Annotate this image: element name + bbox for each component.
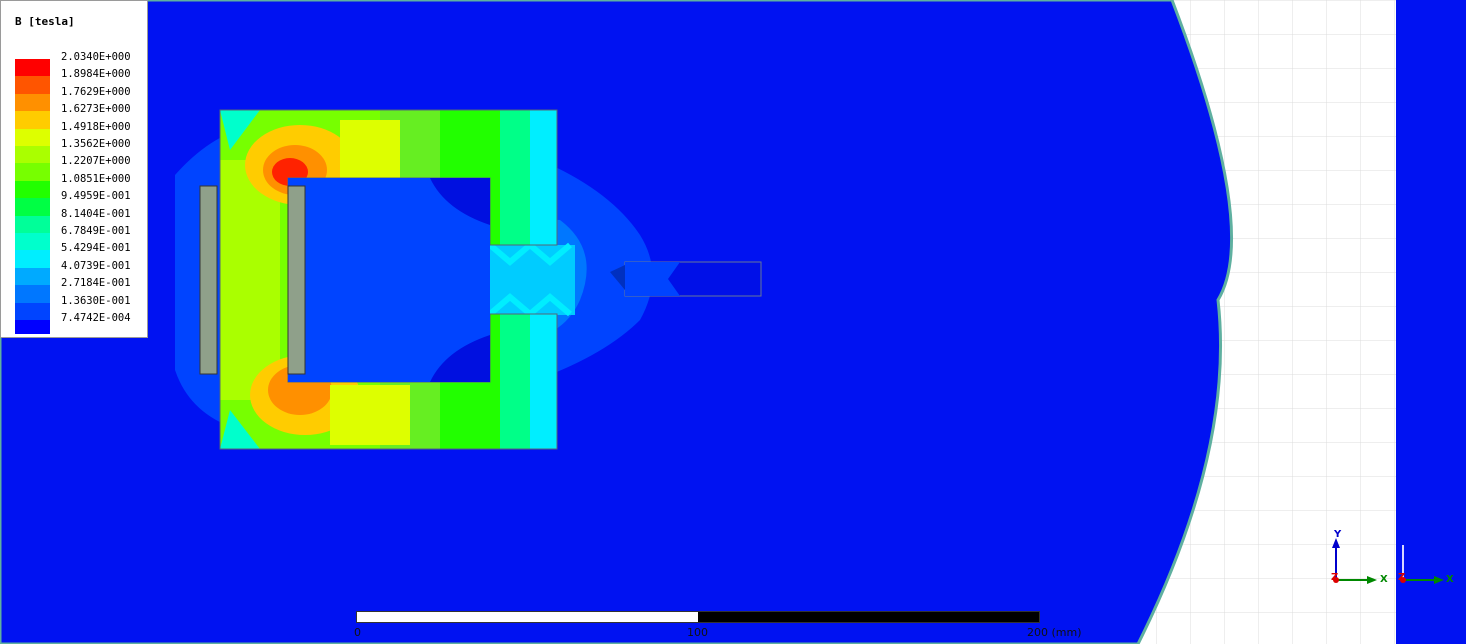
legend-value: 1.0851E+000 bbox=[61, 172, 131, 185]
legend-value: 2.7184E-001 bbox=[61, 277, 131, 290]
z-axis-label: Z bbox=[1331, 572, 1338, 583]
legend-swatch bbox=[15, 180, 50, 199]
legend-value: 1.3562E+000 bbox=[61, 138, 131, 150]
legend-value: 1.7629E+000 bbox=[61, 85, 131, 98]
legend-value: 1.6273E+000 bbox=[61, 103, 131, 116]
legend-swatch bbox=[15, 198, 50, 217]
legend-value: 9.4959E-001 bbox=[61, 190, 131, 203]
legend-value: 1.3630E-001 bbox=[61, 294, 131, 307]
legend-entry: 1.2207E+000 bbox=[15, 155, 145, 182]
legend-swatch bbox=[15, 215, 50, 234]
legend-entry: 7.4742E-004 bbox=[15, 312, 145, 334]
scale-bar bbox=[356, 611, 1040, 623]
legend-value: 1.8984E+000 bbox=[61, 68, 131, 81]
legend-value: 6.7849E-001 bbox=[61, 225, 131, 237]
coil-left bbox=[199, 185, 218, 375]
legend-swatch bbox=[15, 59, 50, 77]
legend-swatch bbox=[15, 93, 50, 112]
legend-entry: 1.8984E+000 bbox=[15, 68, 145, 95]
armature-edge-field bbox=[610, 265, 625, 290]
legend-swatch bbox=[15, 320, 50, 334]
coil-right bbox=[287, 185, 306, 375]
scale-bar-white-segment bbox=[357, 612, 698, 622]
legend-swatch bbox=[15, 111, 50, 130]
legend-value: 5.4294E-001 bbox=[61, 242, 131, 255]
legend-title: B [tesla] bbox=[15, 15, 75, 28]
legend-value: 4.0739E-001 bbox=[61, 259, 131, 272]
core-field-contours bbox=[220, 110, 557, 449]
legend-entry: 9.4959E-001 bbox=[15, 190, 145, 217]
legend-swatch bbox=[15, 233, 50, 251]
scale-label-100: 100 bbox=[687, 626, 708, 639]
legend-entry: 1.3562E+000 bbox=[15, 138, 145, 164]
legend-entry: 1.6273E+000 bbox=[15, 103, 145, 130]
legend-value: 1.4918E+000 bbox=[61, 120, 131, 133]
armature-field bbox=[625, 262, 680, 296]
legend-entry: 2.0340E+000 bbox=[15, 51, 145, 77]
legend-swatch bbox=[15, 302, 50, 321]
legend-entry: 4.0739E-001 bbox=[15, 259, 145, 286]
z-axis-label-secondary: Z bbox=[1398, 572, 1405, 583]
legend-swatch bbox=[15, 76, 50, 95]
axis-triad-main: Y X Z bbox=[1331, 529, 1388, 585]
legend-value: 8.1404E-001 bbox=[61, 207, 131, 220]
legend-swatch bbox=[15, 285, 50, 304]
legend-swatch bbox=[15, 146, 50, 164]
legend-swatch bbox=[15, 128, 50, 147]
axis-triad-secondary: X Z bbox=[1398, 545, 1454, 585]
legend-entry: 2.7184E-001 bbox=[15, 277, 145, 304]
legend-swatch bbox=[15, 163, 50, 182]
legend-value: 7.4742E-004 bbox=[61, 312, 131, 324]
legend-entry: 1.7629E+000 bbox=[15, 85, 145, 112]
scale-label-200: 200 (mm) bbox=[1027, 626, 1082, 639]
scale-label-0: 0 bbox=[354, 626, 361, 639]
legend-swatch bbox=[15, 267, 50, 286]
legend-entry: 5.4294E-001 bbox=[15, 242, 145, 269]
y-axis-label: Y bbox=[1333, 529, 1342, 540]
legend-entry: 1.4918E+000 bbox=[15, 120, 145, 147]
legend-value: 1.2207E+000 bbox=[61, 155, 131, 168]
core-window bbox=[288, 178, 490, 382]
x-axis-label: X bbox=[1380, 574, 1388, 585]
legend-entry: 1.0851E+000 bbox=[15, 172, 145, 199]
viewport-edge-region bbox=[1396, 0, 1466, 644]
legend-panel[interactable]: B [tesla] 2.0340E+000 1.8984E+000 1.7629E+… bbox=[0, 0, 148, 338]
x-axis-label-secondary: X bbox=[1446, 574, 1454, 585]
legend-entry: 6.7849E-001 bbox=[15, 225, 145, 251]
core-window-shadow bbox=[430, 178, 490, 382]
legend-swatch bbox=[15, 250, 50, 269]
legend-entry: 1.3630E-001 bbox=[15, 294, 145, 321]
legend-entry: 8.1404E-001 bbox=[15, 207, 145, 234]
legend-value: 2.0340E+000 bbox=[61, 51, 131, 63]
